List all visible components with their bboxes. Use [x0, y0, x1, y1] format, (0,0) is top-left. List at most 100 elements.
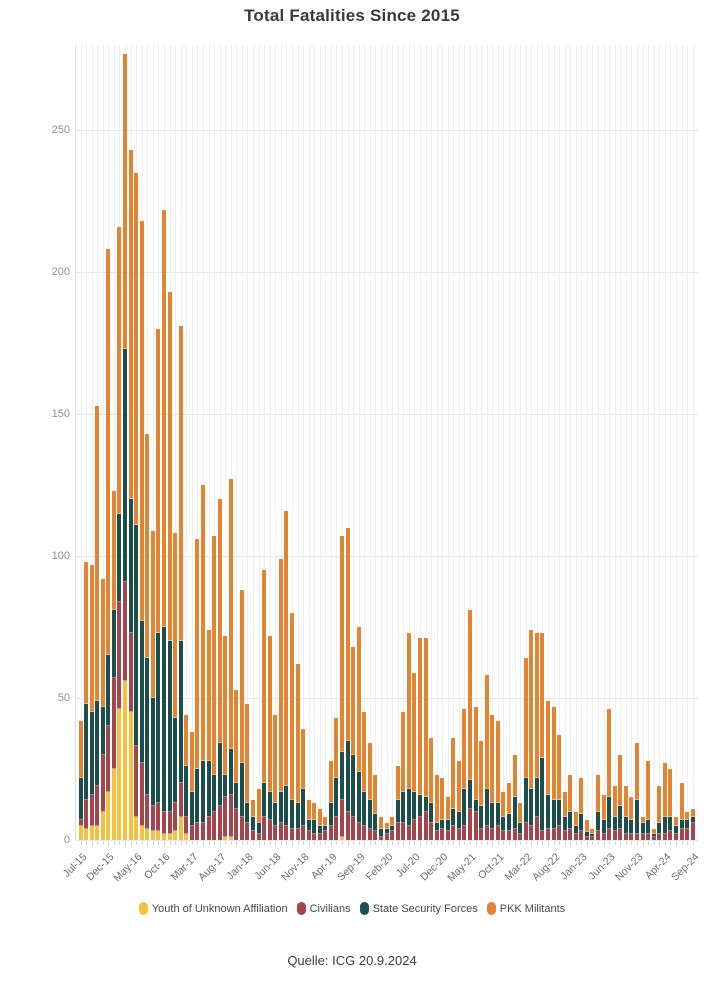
stacked-bar-Sep-15[interactable]	[89, 564, 94, 840]
stacked-bar-Dec-20[interactable]	[440, 777, 445, 840]
stacked-bar-Jun-18[interactable]	[273, 715, 278, 840]
stacked-bar-Jun-23[interactable]	[607, 709, 612, 840]
stacked-bar-Apr-24[interactable]	[662, 763, 667, 840]
legend-item-youth[interactable]: Youth of Unknown Affiliation	[138, 902, 288, 915]
stacked-bar-Jan-21[interactable]	[445, 797, 450, 840]
stacked-bar-Apr-16[interactable]	[128, 150, 133, 840]
stacked-bar-Jan-24[interactable]	[646, 760, 651, 840]
stacked-bar-Jun-20[interactable]	[406, 632, 411, 840]
stacked-bar-Nov-19[interactable]	[367, 743, 372, 840]
stacked-bar-Dec-22[interactable]	[573, 811, 578, 840]
stacked-bar-Sep-21[interactable]	[490, 715, 495, 840]
stacked-bar-Nov-15[interactable]	[100, 578, 105, 840]
stacked-bar-Jan-17[interactable]	[178, 326, 183, 840]
stacked-bar-Nov-23[interactable]	[635, 743, 639, 840]
stacked-bar-Feb-21[interactable]	[451, 737, 456, 840]
stacked-bar-Feb-23[interactable]	[584, 820, 589, 840]
stacked-bar-Aug-20[interactable]	[417, 638, 422, 840]
stacked-bar-Dec-15[interactable]	[106, 249, 111, 840]
stacked-bar-Jul-23[interactable]	[612, 786, 617, 840]
stacked-bar-Jul-21[interactable]	[479, 740, 484, 840]
stacked-bar-Sep-19[interactable]	[356, 627, 361, 840]
stacked-bar-May-23[interactable]	[601, 794, 606, 840]
stacked-bar-Feb-20[interactable]	[384, 822, 389, 840]
stacked-bar-Jul-16[interactable]	[145, 434, 150, 840]
stacked-bar-Sep-22[interactable]	[557, 734, 562, 840]
stacked-bar-Jan-20[interactable]	[379, 817, 383, 840]
stacked-bar-Apr-21[interactable]	[462, 709, 467, 840]
stacked-bar-Apr-19[interactable]	[328, 760, 333, 840]
stacked-bar-Feb-22[interactable]	[518, 803, 523, 840]
stacked-bar-Oct-18[interactable]	[295, 663, 300, 840]
stacked-bar-Jun-17[interactable]	[206, 629, 211, 840]
stacked-bar-Mar-20[interactable]	[390, 817, 395, 840]
stacked-bar-Oct-20[interactable]	[429, 737, 434, 840]
stacked-bar-Aug-18[interactable]	[284, 510, 289, 840]
stacked-bar-Jul-17[interactable]	[212, 536, 217, 840]
stacked-bar-Oct-16[interactable]	[161, 209, 166, 840]
stacked-bar-Mar-21[interactable]	[456, 760, 461, 840]
stacked-bar-Jan-18[interactable]	[245, 703, 250, 840]
stacked-bar-Aug-21[interactable]	[484, 675, 489, 840]
legend-item-pkk-militants[interactable]: PKK Militants	[486, 902, 565, 915]
stacked-bar-Oct-19[interactable]	[362, 712, 367, 840]
stacked-bar-Feb-16[interactable]	[117, 226, 122, 840]
stacked-bar-Aug-19[interactable]	[351, 646, 356, 840]
stacked-bar-Jun-21[interactable]	[473, 706, 478, 840]
stacked-bar-Aug-22[interactable]	[551, 706, 556, 840]
stacked-bar-May-17[interactable]	[200, 485, 205, 840]
legend-item-civilians[interactable]: Civilians	[296, 902, 351, 915]
stacked-bar-Jan-16[interactable]	[111, 490, 116, 840]
stacked-bar-May-21[interactable]	[468, 610, 473, 840]
stacked-bar-Mar-19[interactable]	[323, 817, 328, 840]
stacked-bar-Oct-22[interactable]	[562, 791, 567, 840]
stacked-bar-Sep-16[interactable]	[156, 328, 161, 840]
stacked-bar-Apr-23[interactable]	[596, 774, 601, 840]
stacked-bar-Jun-24[interactable]	[673, 817, 678, 840]
stacked-bar-Jul-22[interactable]	[545, 700, 550, 840]
stacked-bar-Oct-21[interactable]	[495, 720, 500, 840]
stacked-bar-Feb-18[interactable]	[251, 800, 256, 840]
stacked-bar-Mar-22[interactable]	[523, 658, 528, 840]
stacked-bar-Jul-24[interactable]	[679, 783, 684, 840]
stacked-bar-Feb-24[interactable]	[651, 828, 656, 840]
stacked-bar-Aug-17[interactable]	[217, 499, 222, 840]
stacked-bar-Mar-24[interactable]	[657, 786, 662, 840]
stacked-bar-Sep-20[interactable]	[423, 638, 428, 840]
stacked-bar-Nov-21[interactable]	[501, 791, 506, 840]
stacked-bar-Feb-19[interactable]	[317, 808, 322, 840]
stacked-bar-Apr-18[interactable]	[262, 570, 267, 840]
stacked-bar-Mar-16[interactable]	[123, 53, 128, 840]
stacked-bar-May-16[interactable]	[134, 172, 139, 840]
stacked-bar-Aug-23[interactable]	[618, 754, 623, 840]
stacked-bar-Jan-22[interactable]	[512, 754, 517, 840]
stacked-bar-Dec-17[interactable]	[239, 590, 244, 840]
stacked-bar-Jul-20[interactable]	[412, 672, 417, 840]
legend-item-state-security-forces[interactable]: State Security Forces	[359, 902, 478, 915]
stacked-bar-Sep-18[interactable]	[289, 612, 294, 840]
stacked-bar-Oct-17[interactable]	[228, 479, 233, 840]
stacked-bar-Sep-24[interactable]	[690, 808, 695, 840]
stacked-bar-Jul-18[interactable]	[278, 558, 283, 840]
stacked-bar-Mar-18[interactable]	[256, 788, 261, 840]
stacked-bar-Aug-16[interactable]	[150, 530, 155, 840]
stacked-bar-Nov-16[interactable]	[167, 292, 172, 840]
stacked-bar-Jul-15[interactable]	[78, 720, 83, 840]
stacked-bar-Mar-17[interactable]	[189, 732, 194, 840]
stacked-bar-Dec-18[interactable]	[306, 800, 311, 840]
stacked-bar-Nov-22[interactable]	[568, 774, 573, 840]
stacked-bar-Jun-16[interactable]	[139, 221, 144, 840]
stacked-bar-Dec-23[interactable]	[640, 817, 645, 840]
stacked-bar-Apr-17[interactable]	[195, 539, 200, 840]
stacked-bar-May-24[interactable]	[668, 769, 673, 840]
stacked-bar-Sep-17[interactable]	[223, 635, 228, 840]
stacked-bar-May-22[interactable]	[534, 632, 539, 840]
stacked-bar-Nov-18[interactable]	[301, 729, 306, 840]
stacked-bar-Feb-17[interactable]	[184, 715, 189, 840]
stacked-bar-May-19[interactable]	[334, 717, 339, 840]
stacked-bar-May-20[interactable]	[401, 712, 406, 840]
stacked-bar-Nov-20[interactable]	[434, 774, 439, 840]
stacked-bar-Jul-19[interactable]	[345, 527, 350, 840]
stacked-bar-Dec-16[interactable]	[173, 533, 178, 840]
stacked-bar-Oct-15[interactable]	[95, 405, 100, 840]
